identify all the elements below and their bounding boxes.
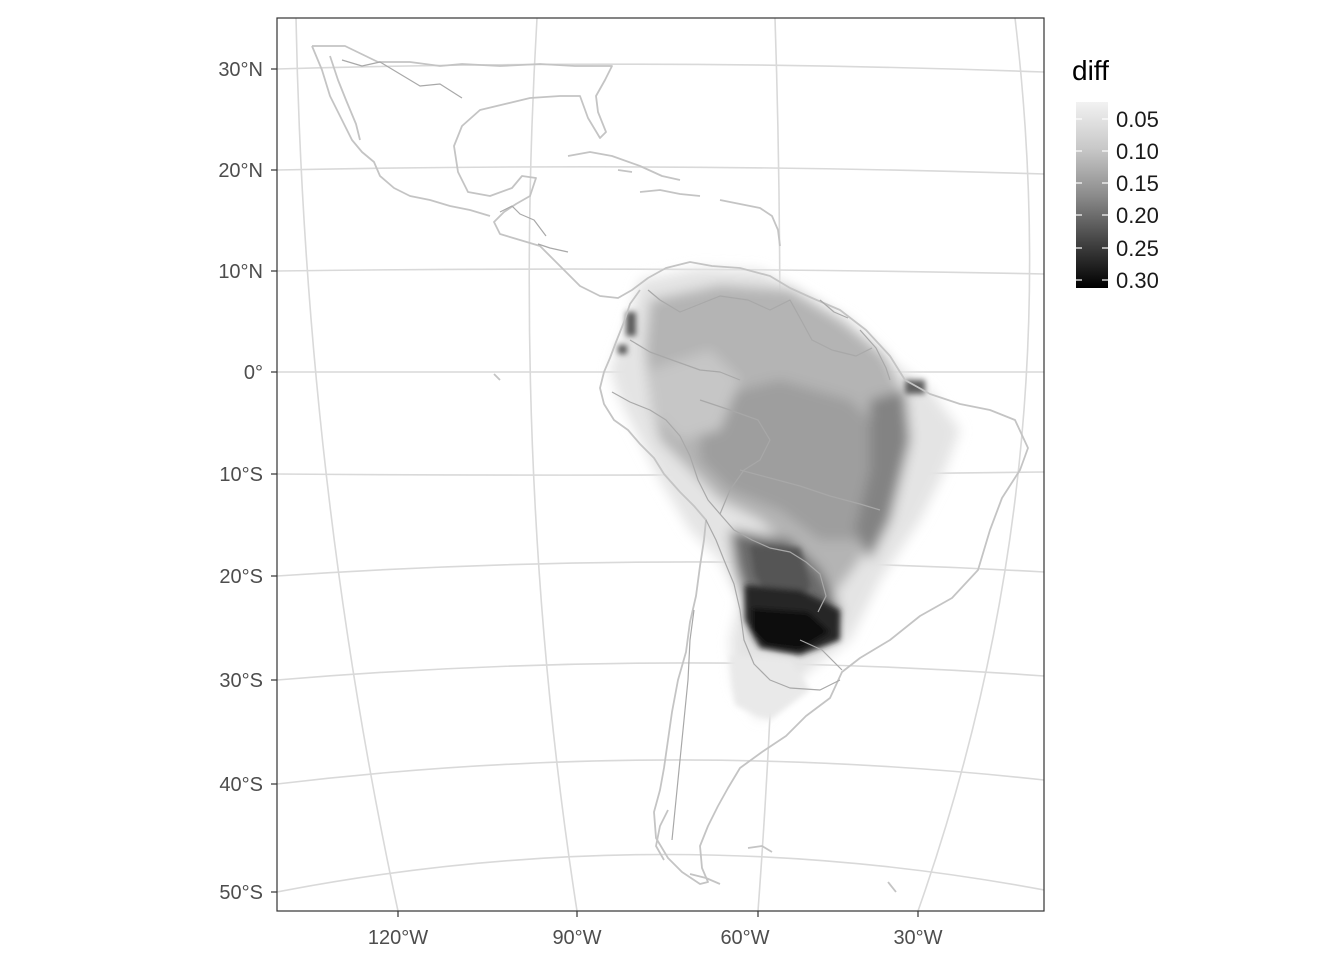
x-tick-label: 60°W — [720, 927, 769, 949]
y-tick-label: 20°S — [219, 566, 263, 588]
panel-border — [276, 17, 1045, 912]
x-tick-label: 90°W — [552, 927, 601, 949]
legend: diff 0.05 0.10 0.15 0.20 0.25 0.30 — [1072, 55, 1159, 293]
y-tick-label: 30°N — [218, 59, 263, 81]
y-tick-label: 20°N — [218, 160, 263, 182]
legend-label: 0.15 — [1116, 171, 1159, 196]
legend-label: 0.10 — [1116, 139, 1159, 164]
legend-ticks — [1076, 118, 1108, 281]
y-tick-label: 30°S — [219, 670, 263, 692]
legend-label: 0.30 — [1116, 268, 1159, 293]
x-axis-labels: 120°W 90°W 60°W 30°W — [368, 927, 943, 949]
legend-label: 0.25 — [1116, 236, 1159, 261]
y-tick-label: 10°N — [218, 261, 263, 283]
legend-label: 0.20 — [1116, 203, 1159, 228]
country-borders — [341, 59, 891, 841]
diff-heatmap — [610, 268, 960, 720]
y-tick-label: 50°S — [219, 882, 263, 904]
x-tick-label: 120°W — [368, 927, 428, 949]
legend-colorbar — [1076, 102, 1108, 288]
y-axis-labels: 30°N 20°N 10°N 0° 10°S 20°S 30°S 40°S 50… — [218, 59, 263, 904]
y-tick-label: 40°S — [219, 774, 263, 796]
legend-label: 0.05 — [1116, 107, 1159, 132]
axis-ticks — [271, 68, 919, 917]
legend-title: diff — [1072, 55, 1109, 86]
coastline — [311, 45, 1029, 893]
y-tick-label: 0° — [244, 362, 263, 384]
x-tick-label: 30°W — [893, 927, 942, 949]
map-panel — [277, 18, 1044, 911]
y-tick-label: 10°S — [219, 464, 263, 486]
